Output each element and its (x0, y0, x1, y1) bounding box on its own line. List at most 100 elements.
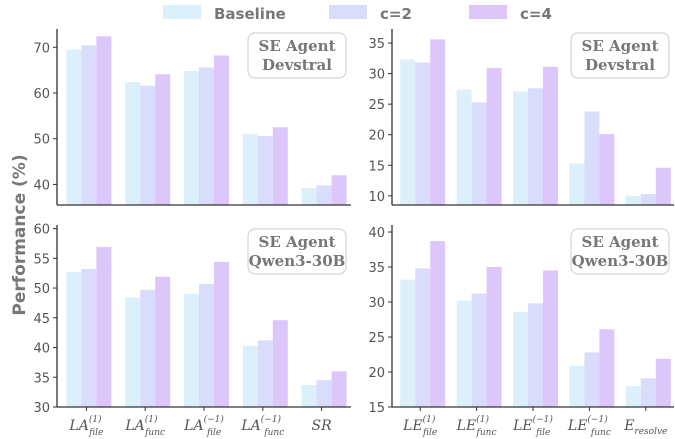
bar-c-4-e-resolve (655, 358, 671, 407)
bar-c-2-le-func-1 (471, 102, 487, 205)
panel-title-line: SE Agent (582, 37, 659, 55)
bar-c-2-la-file-1 (199, 67, 214, 206)
bar-c-4-sr (331, 371, 347, 407)
bar-baseline-la-file-1 (66, 271, 82, 407)
bar-baseline-la-file-1 (184, 71, 199, 205)
bar-baseline-e-resolve (625, 195, 641, 205)
panel-title-line: SE Agent (582, 233, 659, 251)
legend-label-baseline: Baseline (214, 5, 286, 23)
bar-baseline-sr (301, 188, 317, 205)
bar-c-4-le-func-1 (599, 329, 615, 407)
bar-c-2-la-file-1 (81, 45, 97, 206)
x-tick-label: LE(−1) file (512, 414, 553, 438)
panel-title-line: Qwen3-30B (572, 252, 669, 270)
bar-c-2-sr (316, 185, 332, 205)
bar-c-2-la-file-1 (199, 283, 214, 407)
x-tick-label: LE(−1) func (567, 414, 611, 438)
y-tick-label: 30 (33, 401, 50, 416)
panel-title-box (247, 32, 347, 79)
panel-title-line: Qwen3-30B (249, 252, 346, 270)
y-tick-label: 20 (368, 129, 385, 144)
bar-baseline-le-func-1 (569, 365, 585, 407)
y-tick-label: 60 (33, 87, 50, 102)
bar-baseline-le-func-1 (456, 300, 472, 407)
bar-c-2-le-file-1 (415, 62, 431, 205)
bar-baseline-le-file-1 (400, 59, 416, 205)
bar-c-4-la-file-1 (96, 247, 112, 407)
x-tick-label: LA(1) file (68, 414, 103, 438)
bar-c-4-le-func-1 (599, 134, 615, 205)
y-tick-label: 70 (33, 41, 50, 56)
bar-baseline-la-file-1 (66, 49, 82, 206)
bar-c-2-le-func-1 (584, 111, 600, 205)
y-tick-label: 55 (33, 252, 50, 267)
bar-c-4-la-func-1 (155, 74, 171, 205)
bar-baseline-le-file-1 (513, 311, 528, 407)
panel-title-box (570, 228, 670, 275)
y-tick-label: 40 (33, 342, 50, 357)
bar-baseline-e-resolve (625, 386, 641, 407)
bar-c-4-le-file-1 (430, 241, 446, 407)
bar-c-4-la-func-1 (155, 276, 171, 407)
bar-c-2-e-resolve (640, 378, 656, 407)
legend-label-c-4: c=4 (520, 5, 552, 23)
bar-baseline-la-func-1 (242, 345, 258, 407)
y-tick-label: 45 (33, 312, 50, 327)
panel-title-box (247, 228, 347, 275)
y-tick-label: 40 (368, 226, 385, 241)
y-tick-label: 15 (368, 159, 385, 174)
bar-c-2-le-file-1 (528, 303, 543, 407)
bar-c-4-e-resolve (655, 167, 671, 205)
legend-swatch-baseline (163, 5, 201, 19)
bar-c-2-le-func-1 (584, 352, 600, 407)
bar-baseline-le-func-1 (456, 89, 472, 205)
y-tick-label: 30 (368, 296, 385, 311)
y-tick-label: 40 (33, 178, 50, 193)
bar-c-2-sr (316, 380, 332, 407)
bar-c-4-le-file-1 (543, 270, 558, 407)
y-tick-label: 25 (368, 98, 385, 113)
chart-panel-3: 30 35 40 45 50 55 60 LA(1) file LA(1) func LA(−1) fi… (33, 223, 351, 438)
bar-c-4-la-func-1 (272, 320, 288, 407)
bar-c-2-la-func-1 (140, 289, 156, 407)
legend-label-c-2: c=2 (380, 5, 412, 23)
x-tick-label: LE(1) file (402, 414, 437, 438)
x-tick-label: LA(−1) func (240, 414, 284, 438)
x-tick-label: SR (312, 418, 333, 434)
bar-baseline-le-file-1 (513, 91, 528, 205)
bar-baseline-la-func-1 (125, 82, 141, 205)
bar-baseline-la-func-1 (125, 297, 141, 407)
bar-c-2-la-func-1 (140, 85, 156, 205)
x-tick-label: LA(−1) file (183, 414, 224, 438)
bar-c-2-la-func-1 (257, 340, 273, 407)
bar-baseline-la-file-1 (184, 293, 199, 407)
y-tick-label: 25 (368, 331, 385, 346)
bar-c-4-sr (331, 175, 347, 205)
bar-c-4-le-func-1 (486, 267, 502, 407)
bar-c-4-le-func-1 (486, 68, 502, 205)
bar-baseline-sr (301, 384, 317, 407)
y-tick-label: 60 (33, 223, 50, 238)
y-tick-label: 20 (368, 366, 385, 381)
panel-title-line: SE Agent (259, 233, 336, 251)
y-axis-label: Performance (%) (10, 154, 30, 315)
legend-swatch-c-4 (469, 5, 507, 19)
y-tick-label: 10 (368, 190, 385, 205)
y-tick-label: 15 (368, 401, 385, 416)
panel-title-line: Devstral (262, 56, 332, 74)
panel-title-line: Devstral (585, 56, 655, 74)
chart-legend: Baseline c=2 c=4 (163, 5, 552, 23)
bar-c-2-e-resolve (640, 194, 656, 205)
y-tick-label: 30 (368, 68, 385, 83)
bar-c-2-le-file-1 (528, 88, 543, 205)
bar-c-4-la-file-1 (214, 261, 229, 407)
bar-c-4-la-file-1 (96, 36, 112, 205)
y-tick-label: 35 (33, 371, 50, 386)
panel-title-line: SE Agent (259, 37, 336, 55)
chart-panel-4: 15 20 25 30 35 40 LE(1) file LE(1) func LE(−1) file… (368, 225, 674, 438)
x-tick-label: LA(1) func (124, 414, 165, 438)
bar-c-2-la-func-1 (257, 135, 273, 205)
